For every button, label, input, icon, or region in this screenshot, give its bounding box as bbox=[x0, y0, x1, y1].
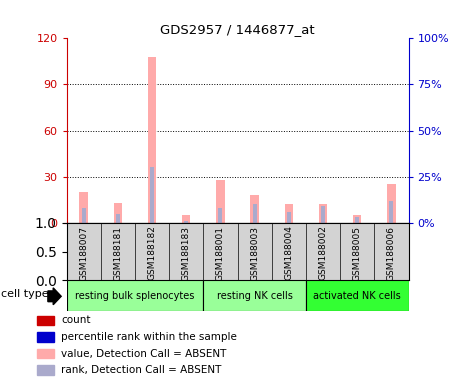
Bar bbox=[216, 180, 225, 223]
Bar bbox=[79, 192, 88, 223]
Text: GSM188182: GSM188182 bbox=[148, 225, 156, 280]
Bar bbox=[37, 316, 54, 325]
FancyArrow shape bbox=[48, 288, 61, 305]
Bar bbox=[184, 221, 188, 223]
Text: GSM188001: GSM188001 bbox=[216, 225, 225, 281]
FancyBboxPatch shape bbox=[306, 280, 408, 311]
Title: GDS2957 / 1446877_at: GDS2957 / 1446877_at bbox=[160, 23, 315, 36]
Bar bbox=[390, 200, 393, 223]
Text: count: count bbox=[61, 315, 90, 325]
Bar bbox=[37, 332, 54, 342]
Text: resting bulk splenocytes: resting bulk splenocytes bbox=[75, 291, 195, 301]
Text: GSM188004: GSM188004 bbox=[285, 225, 293, 280]
Bar bbox=[353, 215, 361, 223]
Bar bbox=[37, 349, 54, 358]
Bar bbox=[114, 203, 122, 223]
Bar bbox=[355, 217, 359, 223]
Bar bbox=[150, 167, 154, 223]
Bar bbox=[285, 204, 293, 223]
Text: resting NK cells: resting NK cells bbox=[217, 291, 293, 301]
Bar bbox=[319, 204, 327, 223]
FancyBboxPatch shape bbox=[66, 280, 203, 311]
Bar bbox=[182, 215, 190, 223]
Bar bbox=[116, 214, 120, 223]
Text: GSM188002: GSM188002 bbox=[319, 225, 327, 280]
Text: percentile rank within the sample: percentile rank within the sample bbox=[61, 332, 237, 342]
Text: value, Detection Call = ABSENT: value, Detection Call = ABSENT bbox=[61, 349, 226, 359]
Bar bbox=[250, 195, 259, 223]
Bar bbox=[253, 204, 256, 223]
Text: GSM188003: GSM188003 bbox=[250, 225, 259, 281]
Text: GSM188006: GSM188006 bbox=[387, 225, 396, 281]
Bar bbox=[37, 365, 54, 375]
Text: GSM188183: GSM188183 bbox=[182, 225, 190, 281]
Bar bbox=[82, 208, 85, 223]
Text: GSM188005: GSM188005 bbox=[353, 225, 361, 281]
Bar bbox=[218, 208, 222, 223]
Text: rank, Detection Call = ABSENT: rank, Detection Call = ABSENT bbox=[61, 365, 221, 375]
Bar bbox=[387, 184, 396, 223]
Bar bbox=[287, 212, 291, 223]
Bar bbox=[148, 57, 156, 223]
Text: cell type: cell type bbox=[1, 289, 49, 299]
FancyBboxPatch shape bbox=[203, 280, 306, 311]
Text: activated NK cells: activated NK cells bbox=[314, 291, 401, 301]
Text: GSM188181: GSM188181 bbox=[114, 225, 122, 281]
Text: GSM188007: GSM188007 bbox=[79, 225, 88, 281]
Bar bbox=[321, 206, 325, 223]
